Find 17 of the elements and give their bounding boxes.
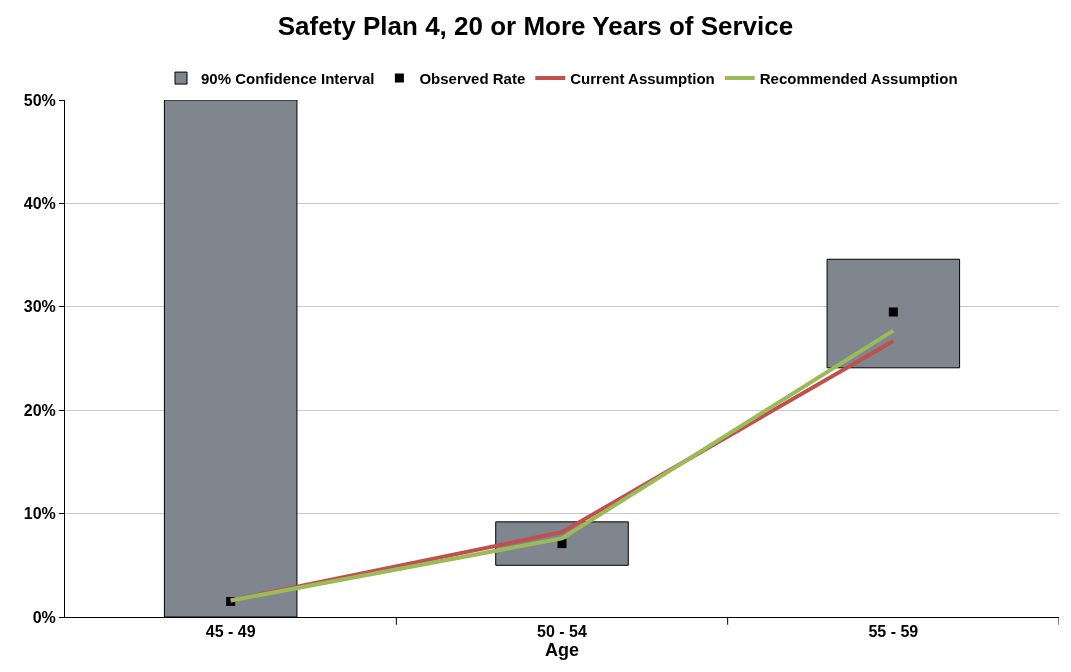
x-tick-label: 45 - 49	[205, 623, 256, 641]
legend-label: Recommended Assumption	[759, 69, 958, 87]
x-tick-label: 55 - 59	[868, 623, 919, 641]
bar	[826, 258, 961, 369]
legend-label: 90% Confidence Interval	[201, 69, 375, 87]
y-tick-label: 40%	[23, 195, 56, 212]
legend-label: Observed Rate	[419, 69, 526, 87]
x-axis-title: Age	[544, 640, 580, 661]
y-tick-label: 30%	[23, 298, 56, 316]
y-tick-label: 10%	[23, 505, 56, 523]
y-tick-label: 0%	[32, 608, 56, 626]
chart-title: Safety Plan 4, 20 or More Years of Service	[277, 11, 794, 41]
y-tick-label: 50%	[23, 91, 56, 109]
legend-label: Current Assumption	[570, 69, 715, 87]
y-tick-label: 20%	[23, 401, 56, 419]
x-tick-label: 50 - 54	[537, 623, 588, 641]
point	[888, 307, 898, 317]
